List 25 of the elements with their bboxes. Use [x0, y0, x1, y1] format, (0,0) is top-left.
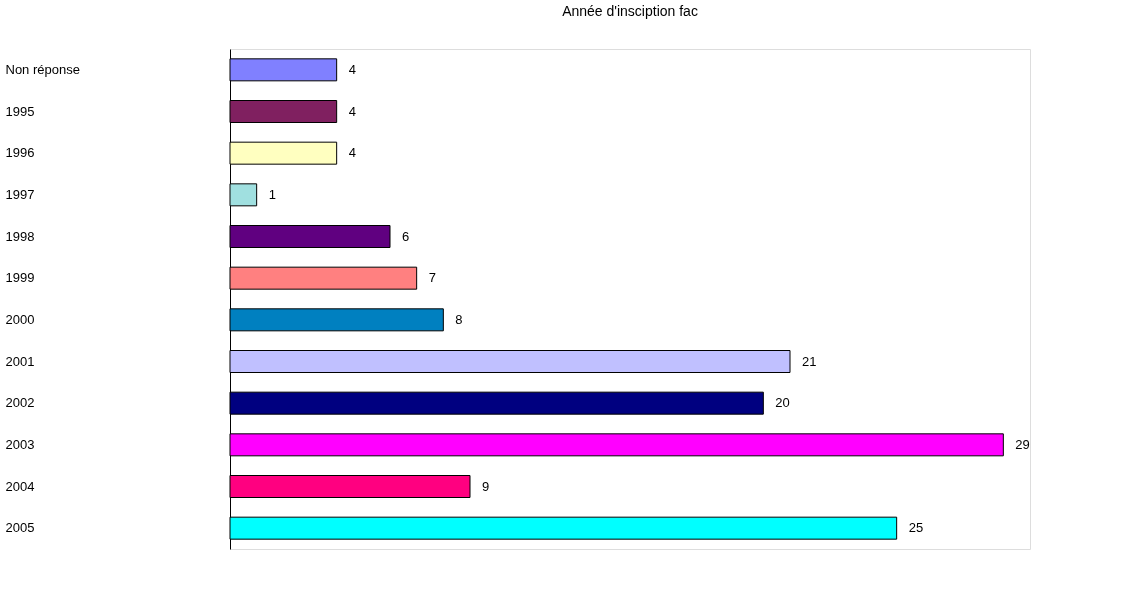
- y-tick-label: Non réponse: [5, 61, 80, 77]
- data-label: 7: [428, 270, 436, 286]
- data-label: 20: [775, 395, 790, 411]
- data-label: 8: [455, 311, 463, 327]
- data-label: 4: [348, 145, 356, 161]
- y-tick-label: 2004: [5, 478, 35, 494]
- data-label: 1: [268, 186, 276, 202]
- data-label: 29: [1015, 436, 1030, 452]
- chart-title: Année d'insciption fac: [562, 3, 698, 19]
- y-tick-label: 2002: [5, 395, 35, 411]
- data-label: 4: [348, 61, 356, 77]
- y-tick-label: 1996: [5, 145, 35, 161]
- data-label: 4: [348, 103, 356, 119]
- data-label: 25: [908, 520, 924, 536]
- y-tick-label: 2005: [5, 520, 35, 536]
- y-tick-label: 2000: [5, 311, 35, 327]
- y-tick-label: 1997: [5, 186, 35, 202]
- y-tick-label: 1998: [5, 228, 35, 244]
- data-label: 21: [802, 353, 817, 369]
- y-tick-label: 1999: [5, 270, 35, 286]
- y-tick-label: 2003: [5, 436, 35, 452]
- data-label: 6: [402, 228, 410, 244]
- y-tick-label: 2001: [5, 353, 35, 369]
- y-tick-label: 1995: [5, 103, 35, 119]
- data-label: 9: [482, 478, 490, 494]
